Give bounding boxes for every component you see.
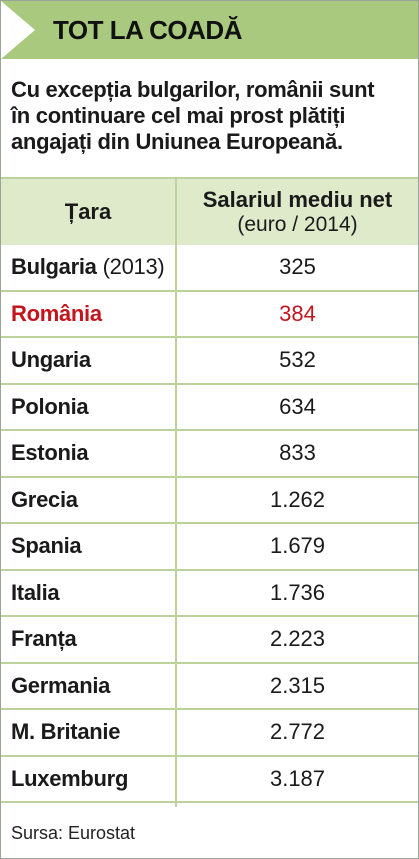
country-cell: România xyxy=(11,292,102,337)
country-name: Franța xyxy=(11,626,77,652)
table-row: Italia 1.736 xyxy=(1,571,418,617)
salary-cell: 1.736 xyxy=(269,579,326,605)
intro-block: Cu excepția bulgarilor, românii sunt în … xyxy=(1,59,418,177)
country-name: Germania xyxy=(11,672,111,698)
country-cell: Italia xyxy=(11,571,60,616)
country-cell: Ungaria xyxy=(11,338,91,383)
table-row: Polonia 634 xyxy=(1,385,418,431)
source-note: Sursa: Eurostat xyxy=(11,823,136,843)
salary-cell: 833 xyxy=(279,440,316,466)
country-cell: M. Britanie xyxy=(11,710,120,755)
country-name: Spania xyxy=(11,533,82,559)
column-header-salary-unit: (euro / 2014) xyxy=(237,213,358,236)
salary-cell: 634 xyxy=(279,393,316,419)
country-name: Estonia xyxy=(11,440,89,466)
salary-cell: 384 xyxy=(279,300,316,326)
country-name: Italia xyxy=(11,579,60,605)
country-name: Polonia xyxy=(11,393,89,419)
table-row: Grecia 1.262 xyxy=(1,478,418,524)
country-name: Luxemburg xyxy=(11,765,129,791)
panel-header: TOT LA COADĂ xyxy=(1,1,418,59)
country-cell: Franța xyxy=(11,617,77,662)
salary-cell: 2.315 xyxy=(269,672,326,698)
country-name: M. Britanie xyxy=(11,719,121,745)
country-cell: Germania xyxy=(11,664,110,709)
country-name: Ungaria xyxy=(11,347,91,373)
table-row: Bulgaria (2013) 325 xyxy=(1,245,418,292)
salary-cell: 1.262 xyxy=(269,486,326,512)
intro-line: Cu excepția bulgarilor, românii sunt xyxy=(11,77,375,102)
salary-cell: 325 xyxy=(279,254,316,280)
country-cell: Spania xyxy=(11,524,82,569)
column-divider xyxy=(175,177,177,807)
intro-line: angajați din Uniunea Europeană. xyxy=(11,129,343,154)
salary-cell: 3.187 xyxy=(269,765,326,791)
column-header-salary-title: Salariul mediu net xyxy=(202,187,393,212)
country-name: Bulgaria xyxy=(11,254,97,280)
intro-line: în continuare cel mai prost plătiți xyxy=(11,103,346,128)
country-name: Grecia xyxy=(11,486,78,512)
table-row: Estonia 833 xyxy=(1,431,418,478)
country-cell: Luxemburg xyxy=(11,757,128,802)
table-row: Luxemburg 3.187 xyxy=(1,757,418,803)
salary-cell: 2.223 xyxy=(269,626,326,652)
table-row: M. Britanie 2.772 xyxy=(1,710,418,757)
country-cell: Bulgaria (2013) xyxy=(11,245,165,290)
header-arrow-icon xyxy=(1,1,35,59)
country-cell: Estonia xyxy=(11,431,89,476)
column-header-country: Țara xyxy=(64,199,112,224)
salary-cell: 2.772 xyxy=(269,719,326,745)
column-header-salary: Salariul mediu net (euro / 2014) xyxy=(177,179,418,245)
table-row-highlighted: România 384 xyxy=(1,292,418,338)
table-row: Ungaria 532 xyxy=(1,338,418,385)
country-cell: Grecia xyxy=(11,478,78,523)
table-header: Țara Salariul mediu net (euro / 2014) xyxy=(1,177,418,245)
country-cell: Polonia xyxy=(11,385,89,430)
salary-cell: 1.679 xyxy=(269,533,326,559)
table-body: Bulgaria (2013) 325 România 384 Ungaria 5… xyxy=(1,245,418,803)
intro-text: Cu excepția bulgarilor, românii sunt în … xyxy=(11,77,411,155)
country-name: România xyxy=(11,300,102,326)
table-row: Germania 2.315 xyxy=(1,664,418,710)
table-row: Franța 2.223 xyxy=(1,617,418,664)
country-note: (2013) xyxy=(102,254,165,280)
table-row: Spania 1.679 xyxy=(1,524,418,571)
panel-title: TOT LA COADĂ xyxy=(53,15,243,45)
salary-cell: 532 xyxy=(279,347,316,373)
